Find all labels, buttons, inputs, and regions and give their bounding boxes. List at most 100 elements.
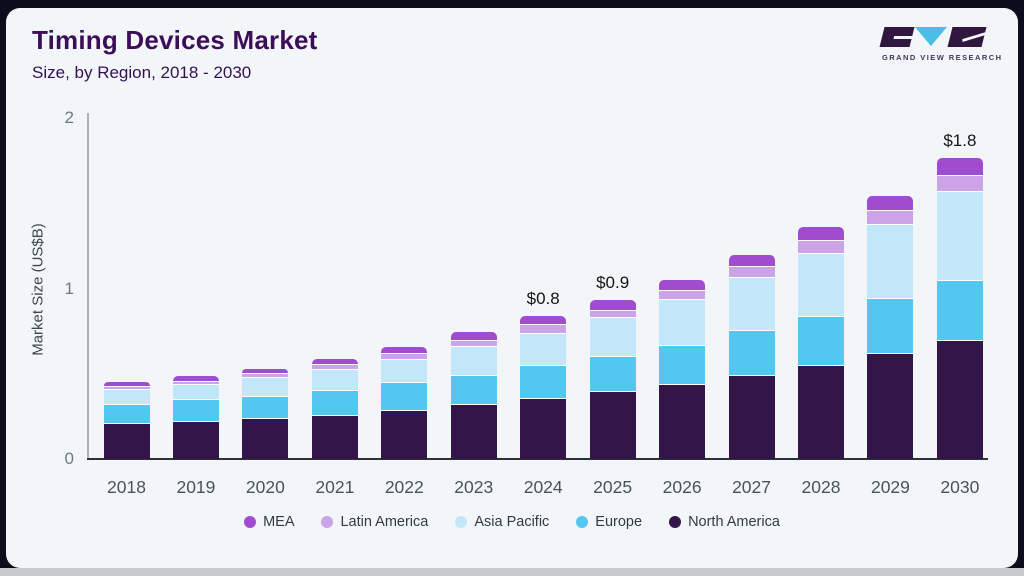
legend-dot-mea [244, 516, 257, 528]
bar-segment-north-america-2021 [311, 414, 358, 459]
bar-segment-latin-america-2028 [798, 239, 844, 253]
bar-segment-europe-2027 [728, 330, 775, 376]
bar-segment-mea-2018 [103, 382, 150, 386]
logo-g-block [879, 27, 915, 47]
legend-label-north-america: North America [688, 514, 780, 530]
bar-segment-asia-pacific-2023 [450, 346, 497, 375]
bar-segment-latin-america-2022 [381, 353, 428, 360]
legend-dot-latin-america [321, 516, 334, 528]
bar-segment-mea-2030 [936, 158, 983, 176]
bar-segment-north-america-2025 [589, 390, 636, 459]
y-tick-1: 1 [64, 278, 74, 298]
bar-segment-asia-pacific-2025 [589, 317, 636, 356]
bar-segment-europe-2025 [589, 355, 636, 391]
bar-segment-mea-2023 [450, 331, 497, 340]
x-label-2020: 2020 [245, 477, 285, 497]
logo-caption: GRAND VIEW RESEARCH [882, 53, 1003, 62]
bar-segment-north-america-2026 [659, 383, 706, 459]
x-label-2021: 2021 [315, 477, 355, 497]
x-label-2018: 2018 [107, 477, 146, 497]
bar-segment-asia-pacific-2029 [867, 223, 914, 298]
bar-segment-mea-2029 [867, 195, 914, 211]
legend-item-asia-pacific: Asia Pacific [455, 514, 549, 530]
bar-segment-latin-america-2018 [103, 385, 150, 390]
bar-segment-europe-2024 [520, 365, 567, 398]
bar-segment-latin-america-2024 [520, 324, 567, 333]
bar-segment-north-america-2028 [798, 365, 844, 459]
logo-r-block [947, 27, 987, 47]
bar-segment-mea-2028 [798, 227, 844, 240]
logo-v-triangle-icon [915, 27, 947, 46]
bar-segment-latin-america-2030 [936, 175, 983, 192]
bar-segment-asia-pacific-2028 [798, 252, 844, 316]
legend-label-asia-pacific: Asia Pacific [474, 514, 550, 530]
x-label-2030: 2030 [940, 477, 980, 497]
y-tick-0: 0 [64, 449, 74, 468]
legend-dot-asia-pacific [455, 516, 468, 528]
value-label-2024: $0.8 [526, 288, 560, 308]
x-axis-line [87, 458, 988, 460]
bar-segment-asia-pacific-2030 [936, 191, 983, 280]
y-tick-2: 2 [64, 108, 74, 127]
legend-item-north-america: North America [669, 514, 780, 530]
bar-segment-north-america-2023 [450, 404, 497, 459]
legend-dot-europe [576, 516, 589, 528]
y-axis-line [87, 113, 89, 460]
bar-segment-asia-pacific-2022 [381, 359, 428, 383]
bar-segment-latin-america-2019 [172, 380, 219, 384]
bar-segment-latin-america-2026 [659, 290, 706, 299]
bottom-strip [0, 568, 1024, 576]
bar-segment-mea-2019 [172, 376, 219, 381]
legend-label-mea: MEA [263, 514, 295, 530]
x-label-2019: 2019 [176, 477, 216, 497]
legend-label-europe: Europe [595, 514, 643, 530]
bar-segment-north-america-2029 [867, 353, 914, 459]
bar-segment-north-america-2019 [172, 421, 219, 459]
bar-segment-north-america-2024 [520, 397, 567, 459]
value-label-2025: $0.9 [596, 273, 630, 293]
gvr-logo-marks [879, 27, 994, 48]
legend-item-mea: MEA [244, 514, 294, 530]
bar-segment-asia-pacific-2018 [103, 389, 150, 405]
bar-segment-latin-america-2021 [311, 364, 358, 369]
bar-segment-europe-2020 [242, 395, 289, 419]
bar-segment-asia-pacific-2027 [728, 277, 775, 331]
legend-item-europe: Europe [576, 514, 642, 530]
bar-segment-mea-2025 [589, 300, 636, 310]
bar-segment-north-america-2027 [728, 375, 775, 459]
bar-segment-latin-america-2025 [589, 309, 636, 318]
bar-segment-latin-america-2029 [867, 210, 914, 224]
bar-segment-north-america-2022 [381, 409, 428, 459]
x-label-2022: 2022 [384, 477, 424, 497]
bar-segment-europe-2023 [450, 374, 497, 405]
x-label-2029: 2029 [870, 477, 910, 497]
bar-segment-europe-2028 [798, 315, 844, 366]
bar-segment-europe-2018 [103, 404, 150, 424]
bar-segment-asia-pacific-2024 [520, 332, 567, 366]
bar-segment-north-america-2020 [242, 418, 289, 459]
page-subtitle: Size, by Region, 2018 - 2030 [32, 63, 252, 82]
bar-segment-europe-2030 [936, 279, 983, 340]
bar-segment-mea-2027 [728, 255, 775, 267]
bar-segment-latin-america-2027 [728, 266, 775, 278]
bar-segment-mea-2020 [242, 368, 289, 373]
bar-segment-latin-america-2020 [242, 372, 289, 378]
legend-item-latin-america: Latin America [321, 514, 428, 530]
bar-segment-mea-2021 [311, 359, 358, 365]
bar-segment-asia-pacific-2026 [659, 298, 706, 345]
bar-segment-asia-pacific-2019 [172, 383, 219, 400]
x-label-2025: 2025 [593, 477, 633, 497]
bar-segment-asia-pacific-2021 [311, 368, 358, 390]
x-label-2026: 2026 [662, 477, 702, 497]
bar-segment-europe-2022 [381, 382, 428, 410]
page-title: Timing Devices Market [32, 25, 318, 55]
bar-segment-mea-2022 [381, 347, 428, 354]
bar-segment-mea-2026 [659, 279, 706, 291]
bar-segment-europe-2026 [659, 344, 706, 384]
x-label-2024: 2024 [523, 477, 563, 497]
bar-segment-latin-america-2023 [450, 339, 497, 347]
bar-segment-asia-pacific-2020 [242, 377, 289, 396]
x-label-2028: 2028 [801, 477, 841, 497]
bar-segment-north-america-2030 [936, 339, 983, 459]
